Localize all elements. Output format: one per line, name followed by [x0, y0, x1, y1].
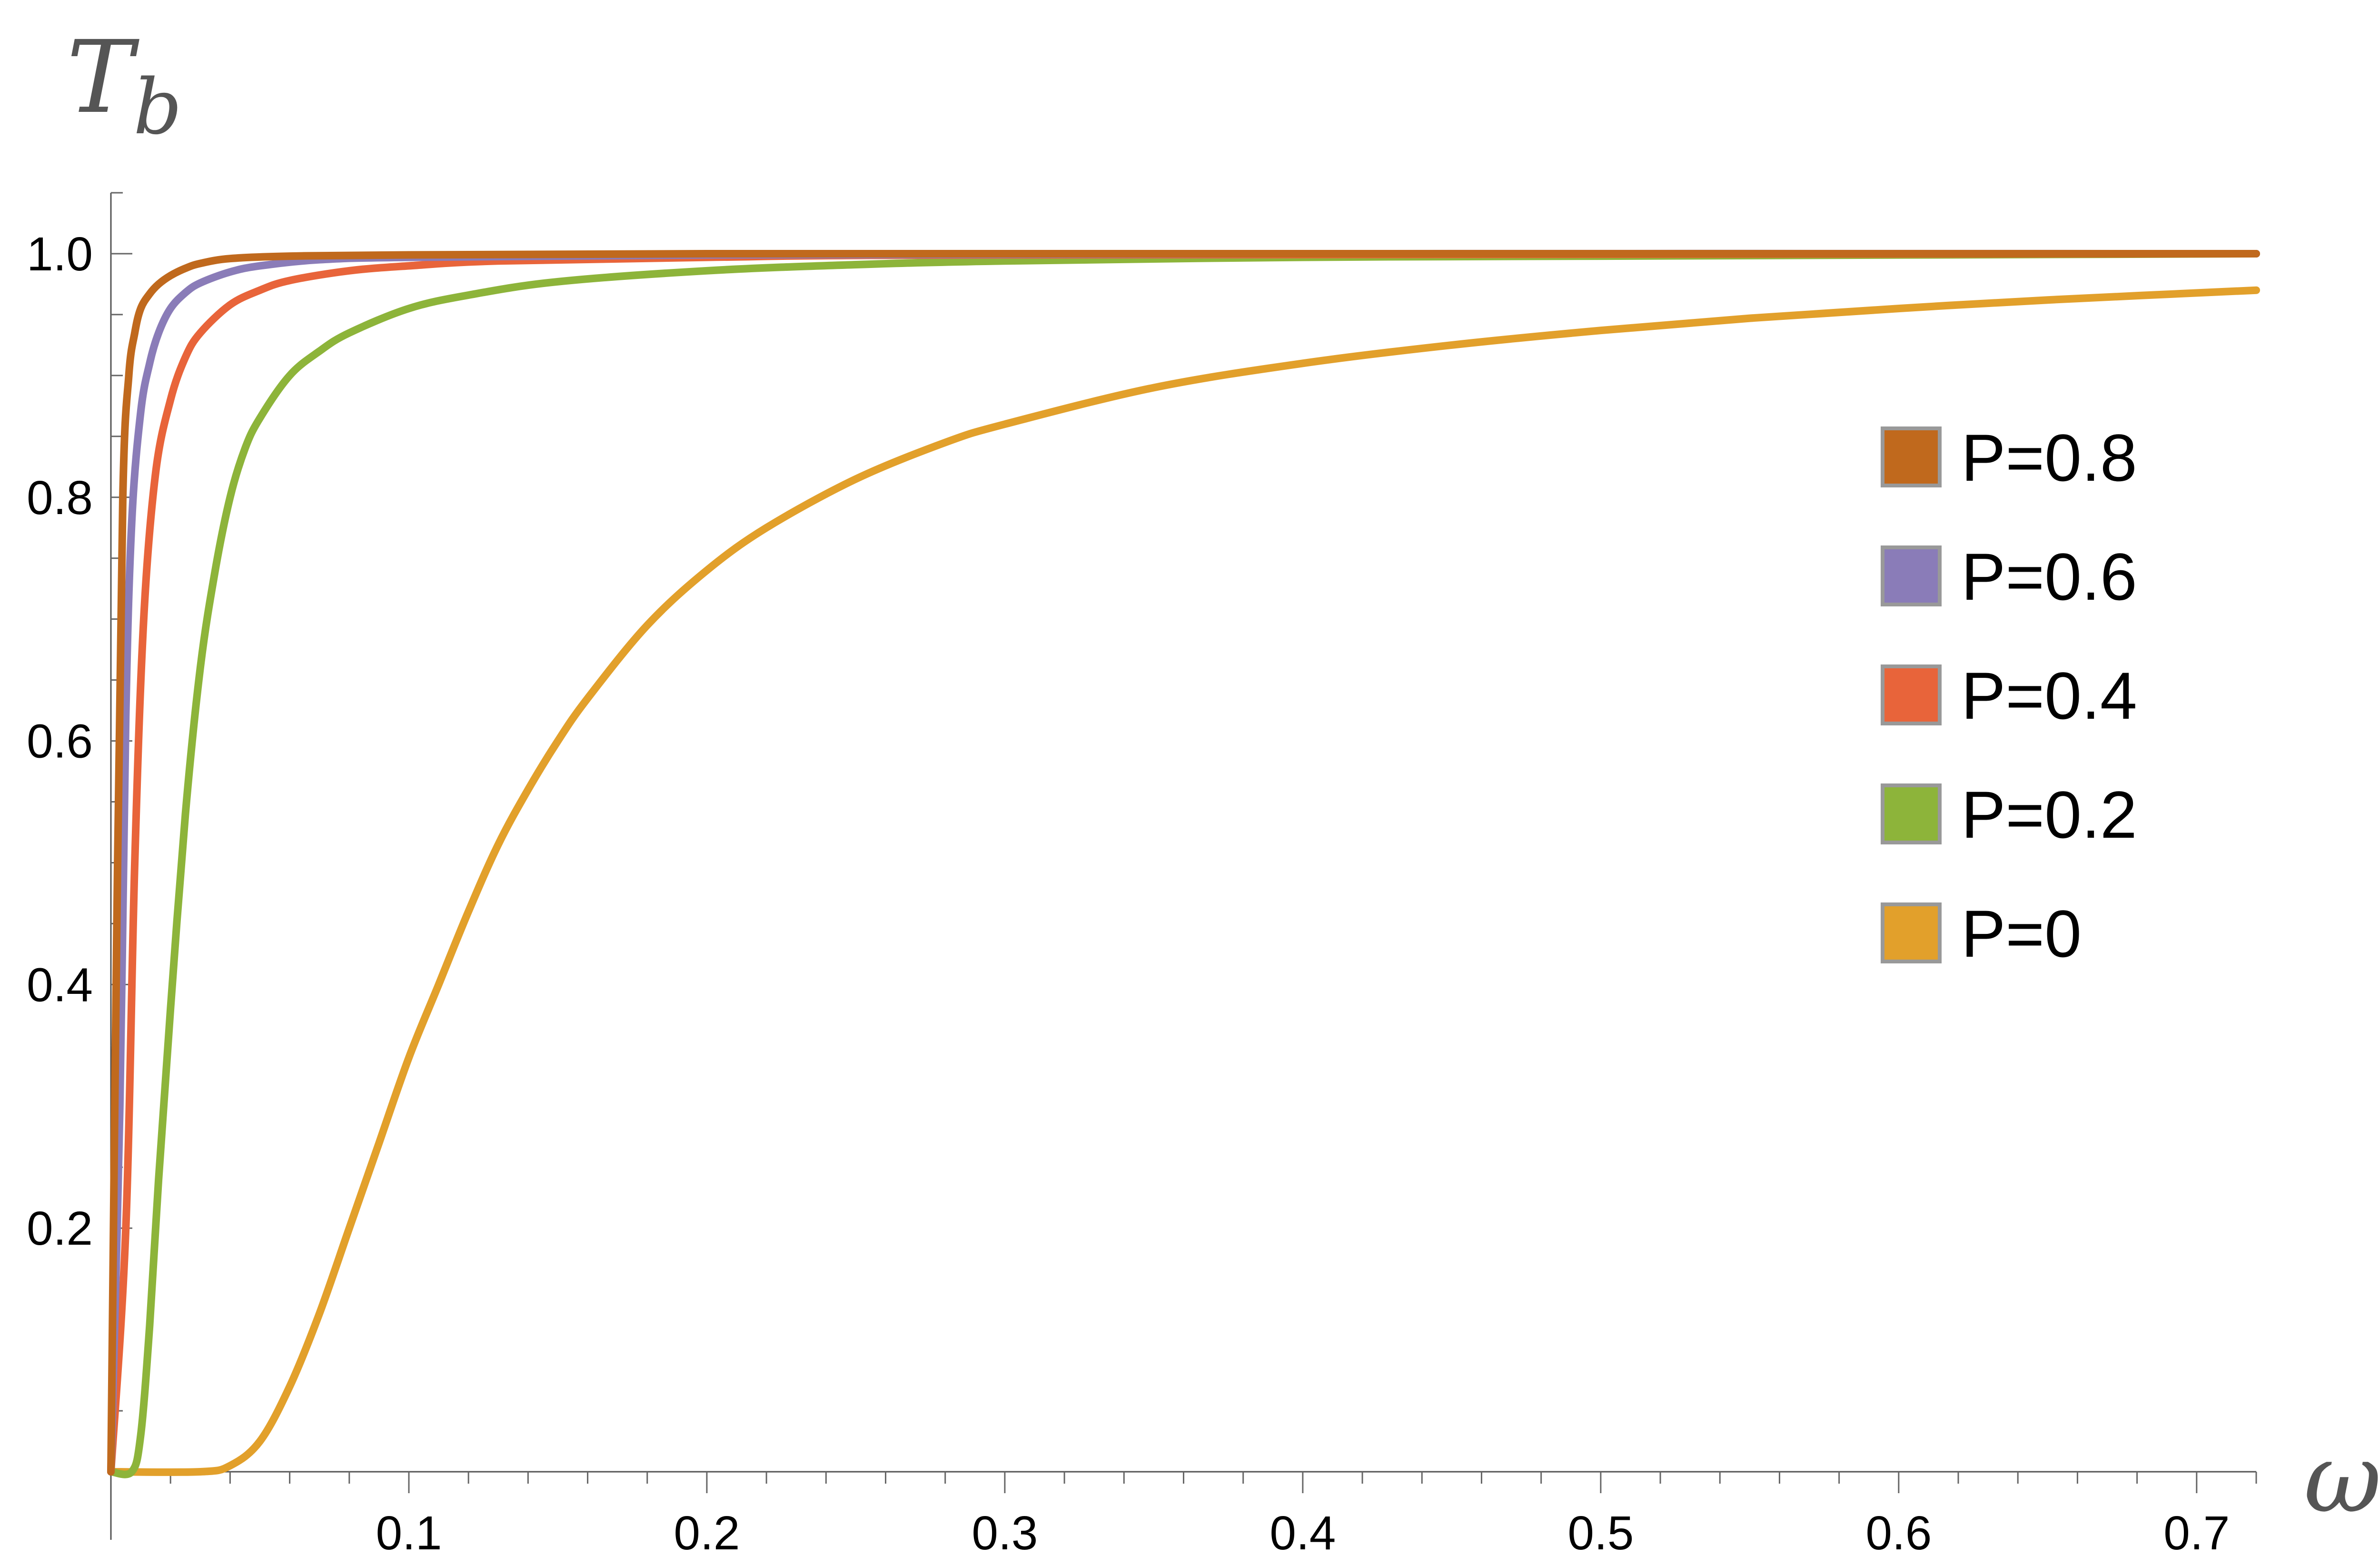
- x-tick-label: 0.5: [1567, 1507, 1634, 1560]
- x-tick-label: 0.4: [1269, 1507, 1336, 1560]
- x-tick-label: 0.1: [376, 1507, 442, 1560]
- series-line-p-0: [107, 286, 2260, 1476]
- legend-swatch: [1881, 783, 1942, 844]
- y-tick-label: 1.0: [27, 228, 93, 281]
- x-tick-label: 0.6: [1865, 1507, 1932, 1560]
- legend-label: P=0.6: [1961, 539, 2137, 614]
- series-line-p-0-8: [107, 249, 2260, 1476]
- legend-label: P=0.8: [1961, 420, 2137, 495]
- x-axis-label: ω: [2304, 1423, 2380, 1534]
- x-tick-label: 0.7: [2163, 1507, 2230, 1560]
- x-tick-label: 0.2: [674, 1507, 740, 1560]
- legend-label: P=0: [1961, 896, 2082, 971]
- y-axis-label: Tb: [67, 19, 182, 151]
- legend: P=0.8 P=0.6 P=0.4 P=0.2 P=0: [1881, 420, 2137, 971]
- y-tick-label: 0.2: [27, 1202, 93, 1255]
- axes: 0.1 0.2 0.3 0.4 0.5 0.6 0.7 0.2 0.4 0.6 0.8 1.0: [27, 192, 2257, 1560]
- legend-label: P=0.2: [1961, 777, 2137, 852]
- legend-label: P=0.4: [1961, 658, 2137, 733]
- axis-labels: Tb ω: [67, 19, 2380, 1534]
- legend-swatch: [1881, 426, 1942, 487]
- legend-swatch: [1881, 664, 1942, 725]
- x-tick-label: 0.3: [972, 1507, 1038, 1560]
- series-layer: [107, 249, 2260, 1478]
- y-tick-label: 0.6: [27, 715, 93, 768]
- y-axis-label-subscript: b: [133, 62, 182, 151]
- y-axis-label-main: T: [67, 19, 139, 136]
- y-tick-label: 0.8: [27, 471, 93, 525]
- legend-swatch: [1881, 545, 1942, 606]
- y-tick-label: 0.4: [27, 958, 93, 1011]
- legend-swatch: [1881, 902, 1942, 963]
